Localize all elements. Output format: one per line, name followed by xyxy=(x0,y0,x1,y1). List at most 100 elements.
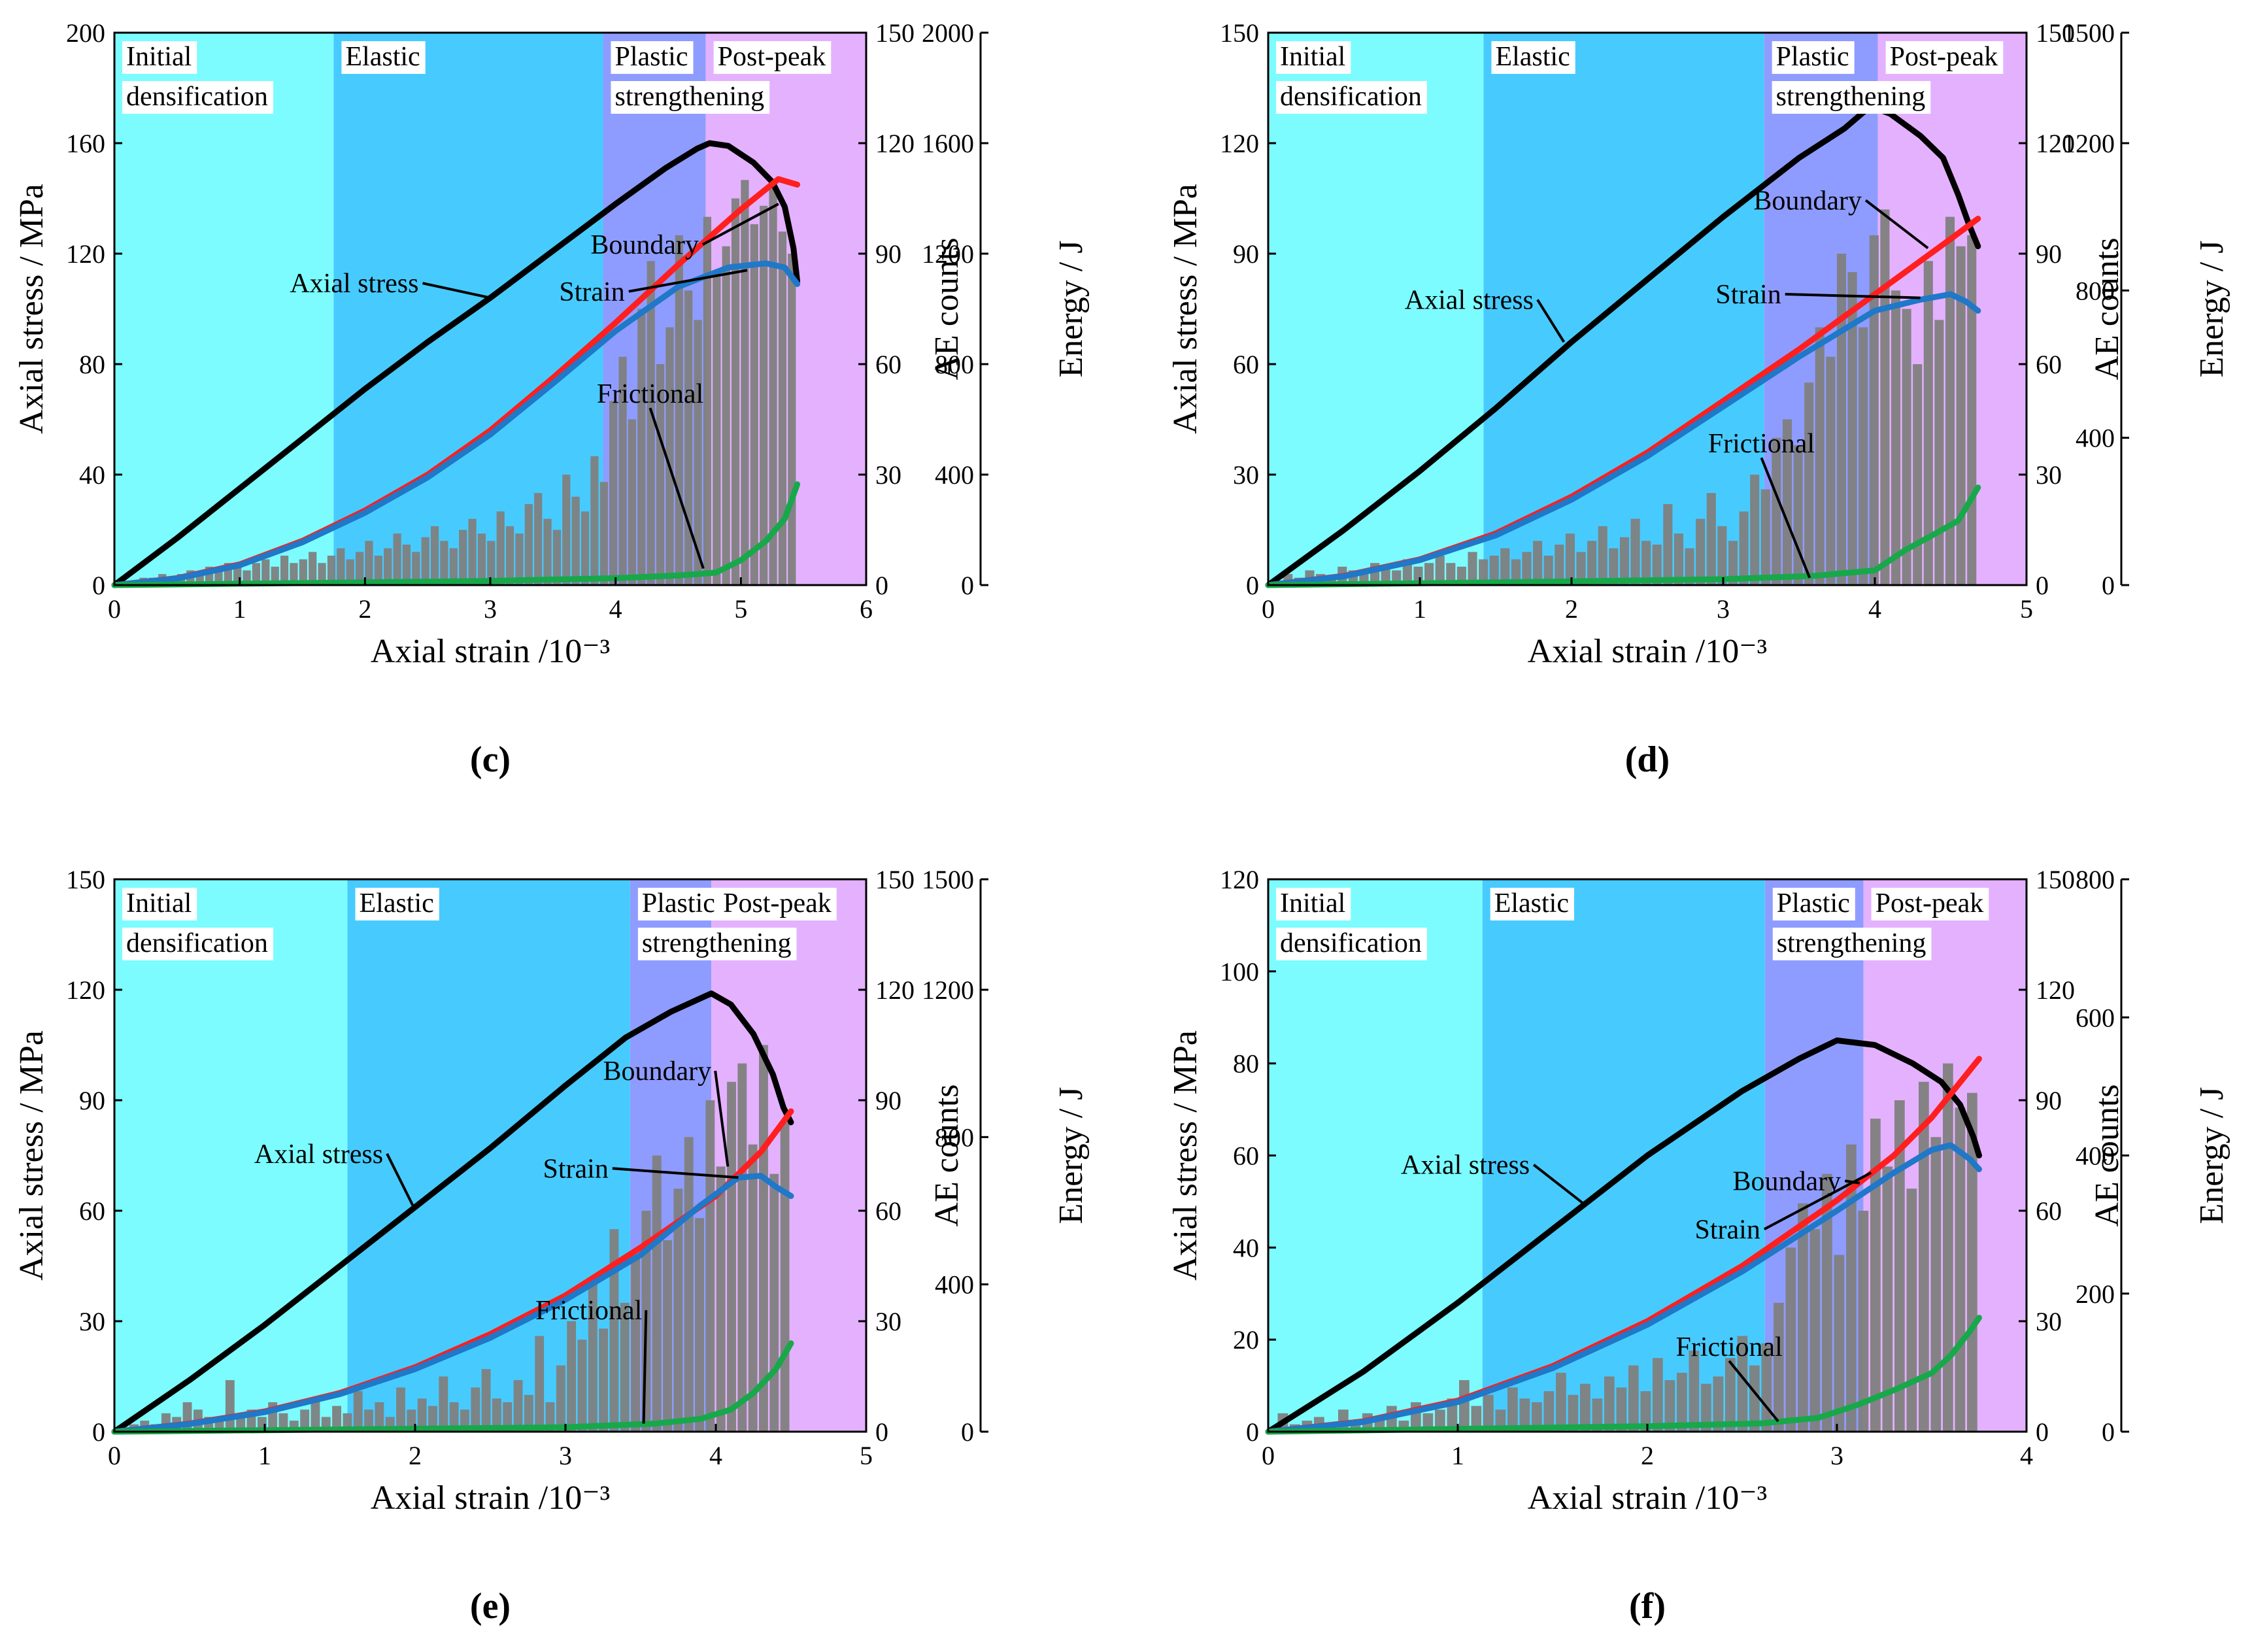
ae-bar xyxy=(477,533,486,585)
phase-label-bg xyxy=(611,41,694,74)
ae-bar xyxy=(1717,526,1727,585)
x-axis-label: Axial strain /10⁻³ xyxy=(371,1479,611,1517)
y3-tick-label: 400 xyxy=(935,1270,974,1300)
phase-band-1 xyxy=(1482,879,1765,1432)
annotation-label: Boundary xyxy=(590,230,699,260)
y2-tick-label: 30 xyxy=(875,460,901,490)
ae-bar xyxy=(1846,1144,1857,1432)
phase-label-bg xyxy=(1772,81,1931,114)
y-tick-label: 0 xyxy=(92,571,105,600)
ae-bar xyxy=(1737,1336,1748,1432)
ae-bar xyxy=(1447,1398,1458,1432)
annotation-leader xyxy=(422,282,491,299)
phase-label: Plastic xyxy=(615,42,688,72)
ae-bar xyxy=(656,364,665,585)
x-tick-label: 6 xyxy=(860,594,873,624)
series-strain xyxy=(1265,1142,1982,1435)
series-strain xyxy=(1265,291,1981,588)
ae-bar xyxy=(1628,1365,1639,1432)
phase-label-bg xyxy=(1276,41,1351,74)
ae-bar xyxy=(543,518,552,585)
phase-label: strengthening xyxy=(1777,928,1926,958)
ae-bar xyxy=(665,327,674,585)
y2-axis-label: AE counts xyxy=(2089,1084,2126,1226)
ae-bar xyxy=(713,272,721,585)
ae-bar xyxy=(309,552,317,585)
phase-label: Initial xyxy=(126,42,192,72)
y2-tick-label: 0 xyxy=(875,571,888,600)
ae-bar xyxy=(1653,1358,1663,1432)
ae-bar xyxy=(1793,445,1803,585)
y3-tick-label: 0 xyxy=(961,1417,974,1447)
ae-bar xyxy=(1967,235,1977,585)
y3-tick-label: 1200 xyxy=(2062,129,2115,158)
ae-bar xyxy=(1728,541,1738,585)
phase-label-bg xyxy=(1871,888,1989,920)
y2-tick-label: 150 xyxy=(2036,18,2075,48)
ae-bar xyxy=(332,1406,342,1432)
phase-label-bg xyxy=(122,81,273,114)
series-axial-stress xyxy=(111,990,794,1435)
phase-label-bg xyxy=(1772,928,1932,960)
series-strain xyxy=(111,1173,794,1435)
y3-tick-label: 1200 xyxy=(922,975,974,1005)
ae-bar xyxy=(1894,1100,1905,1432)
ae-bar xyxy=(1782,419,1792,585)
ae-bar xyxy=(1568,1394,1579,1432)
y3-tick-label: 800 xyxy=(2076,276,2115,305)
phase-label: Initial xyxy=(1280,888,1345,919)
x-tick-label: 2 xyxy=(1641,1441,1654,1470)
ae-bar xyxy=(1822,1173,1832,1432)
ae-bar xyxy=(396,1387,405,1432)
annotation-label: Axial stress xyxy=(290,269,418,299)
ae-bar xyxy=(252,563,261,585)
phase-label-bg xyxy=(637,928,797,960)
x-axis-label: Axial strain /10⁻³ xyxy=(371,633,611,670)
ae-bar xyxy=(1945,216,1955,586)
panel-caption: (f) xyxy=(1629,1586,1666,1627)
x-tick-label: 1 xyxy=(258,1441,271,1470)
ae-bar xyxy=(496,511,505,585)
ae-bar xyxy=(515,533,524,585)
ae-bar xyxy=(552,530,562,585)
phase-label-bg xyxy=(1276,81,1427,114)
phase-label-bg xyxy=(1490,888,1574,920)
chart-panel-d: Initial densification Elastic Plastic streng… xyxy=(1167,18,2230,780)
phase-label: strengthening xyxy=(1776,82,1926,112)
ae-bar xyxy=(545,1402,555,1432)
phase-label-bg xyxy=(611,81,770,114)
annotation-label: Frictional xyxy=(1676,1332,1783,1362)
ae-bar xyxy=(1435,1409,1445,1432)
ae-bar xyxy=(1641,541,1651,585)
ae-bar xyxy=(609,1229,619,1432)
ae-bar xyxy=(417,1398,427,1432)
phase-label: Plastic xyxy=(1776,42,1849,72)
y3-tick-label: 1200 xyxy=(922,239,974,269)
ae-bar xyxy=(412,552,420,585)
y-tick-label: 90 xyxy=(79,1086,105,1115)
ae-bar xyxy=(430,526,439,585)
annotation-leader xyxy=(1532,1164,1588,1207)
y2-tick-label: 0 xyxy=(2036,1417,2049,1447)
y3-tick-label: 2000 xyxy=(922,18,974,48)
x-tick-label: 5 xyxy=(860,1441,873,1470)
ae-bar xyxy=(1913,364,1923,585)
x-tick-label: 0 xyxy=(1262,1441,1275,1470)
ae-bar xyxy=(1930,1137,1942,1432)
y2-tick-label: 120 xyxy=(875,129,915,158)
series-axial-stress xyxy=(1265,103,1981,588)
ae-bar xyxy=(580,511,590,585)
y3-tick-label: 400 xyxy=(935,460,974,490)
ae-bar xyxy=(703,216,712,586)
ae-bar xyxy=(290,563,298,585)
annotation-label: Boundary xyxy=(1753,186,1862,216)
phase-label: Elastic xyxy=(1495,42,1570,72)
y2-tick-label: 120 xyxy=(875,975,915,1005)
ae-bar xyxy=(1919,1081,1929,1432)
ae-bar xyxy=(468,518,477,585)
ae-bar xyxy=(637,309,646,585)
y2-tick-label: 30 xyxy=(875,1307,901,1336)
ae-bar xyxy=(631,1255,641,1432)
ae-bar xyxy=(1587,541,1597,585)
phase-band-1 xyxy=(1483,33,1764,585)
